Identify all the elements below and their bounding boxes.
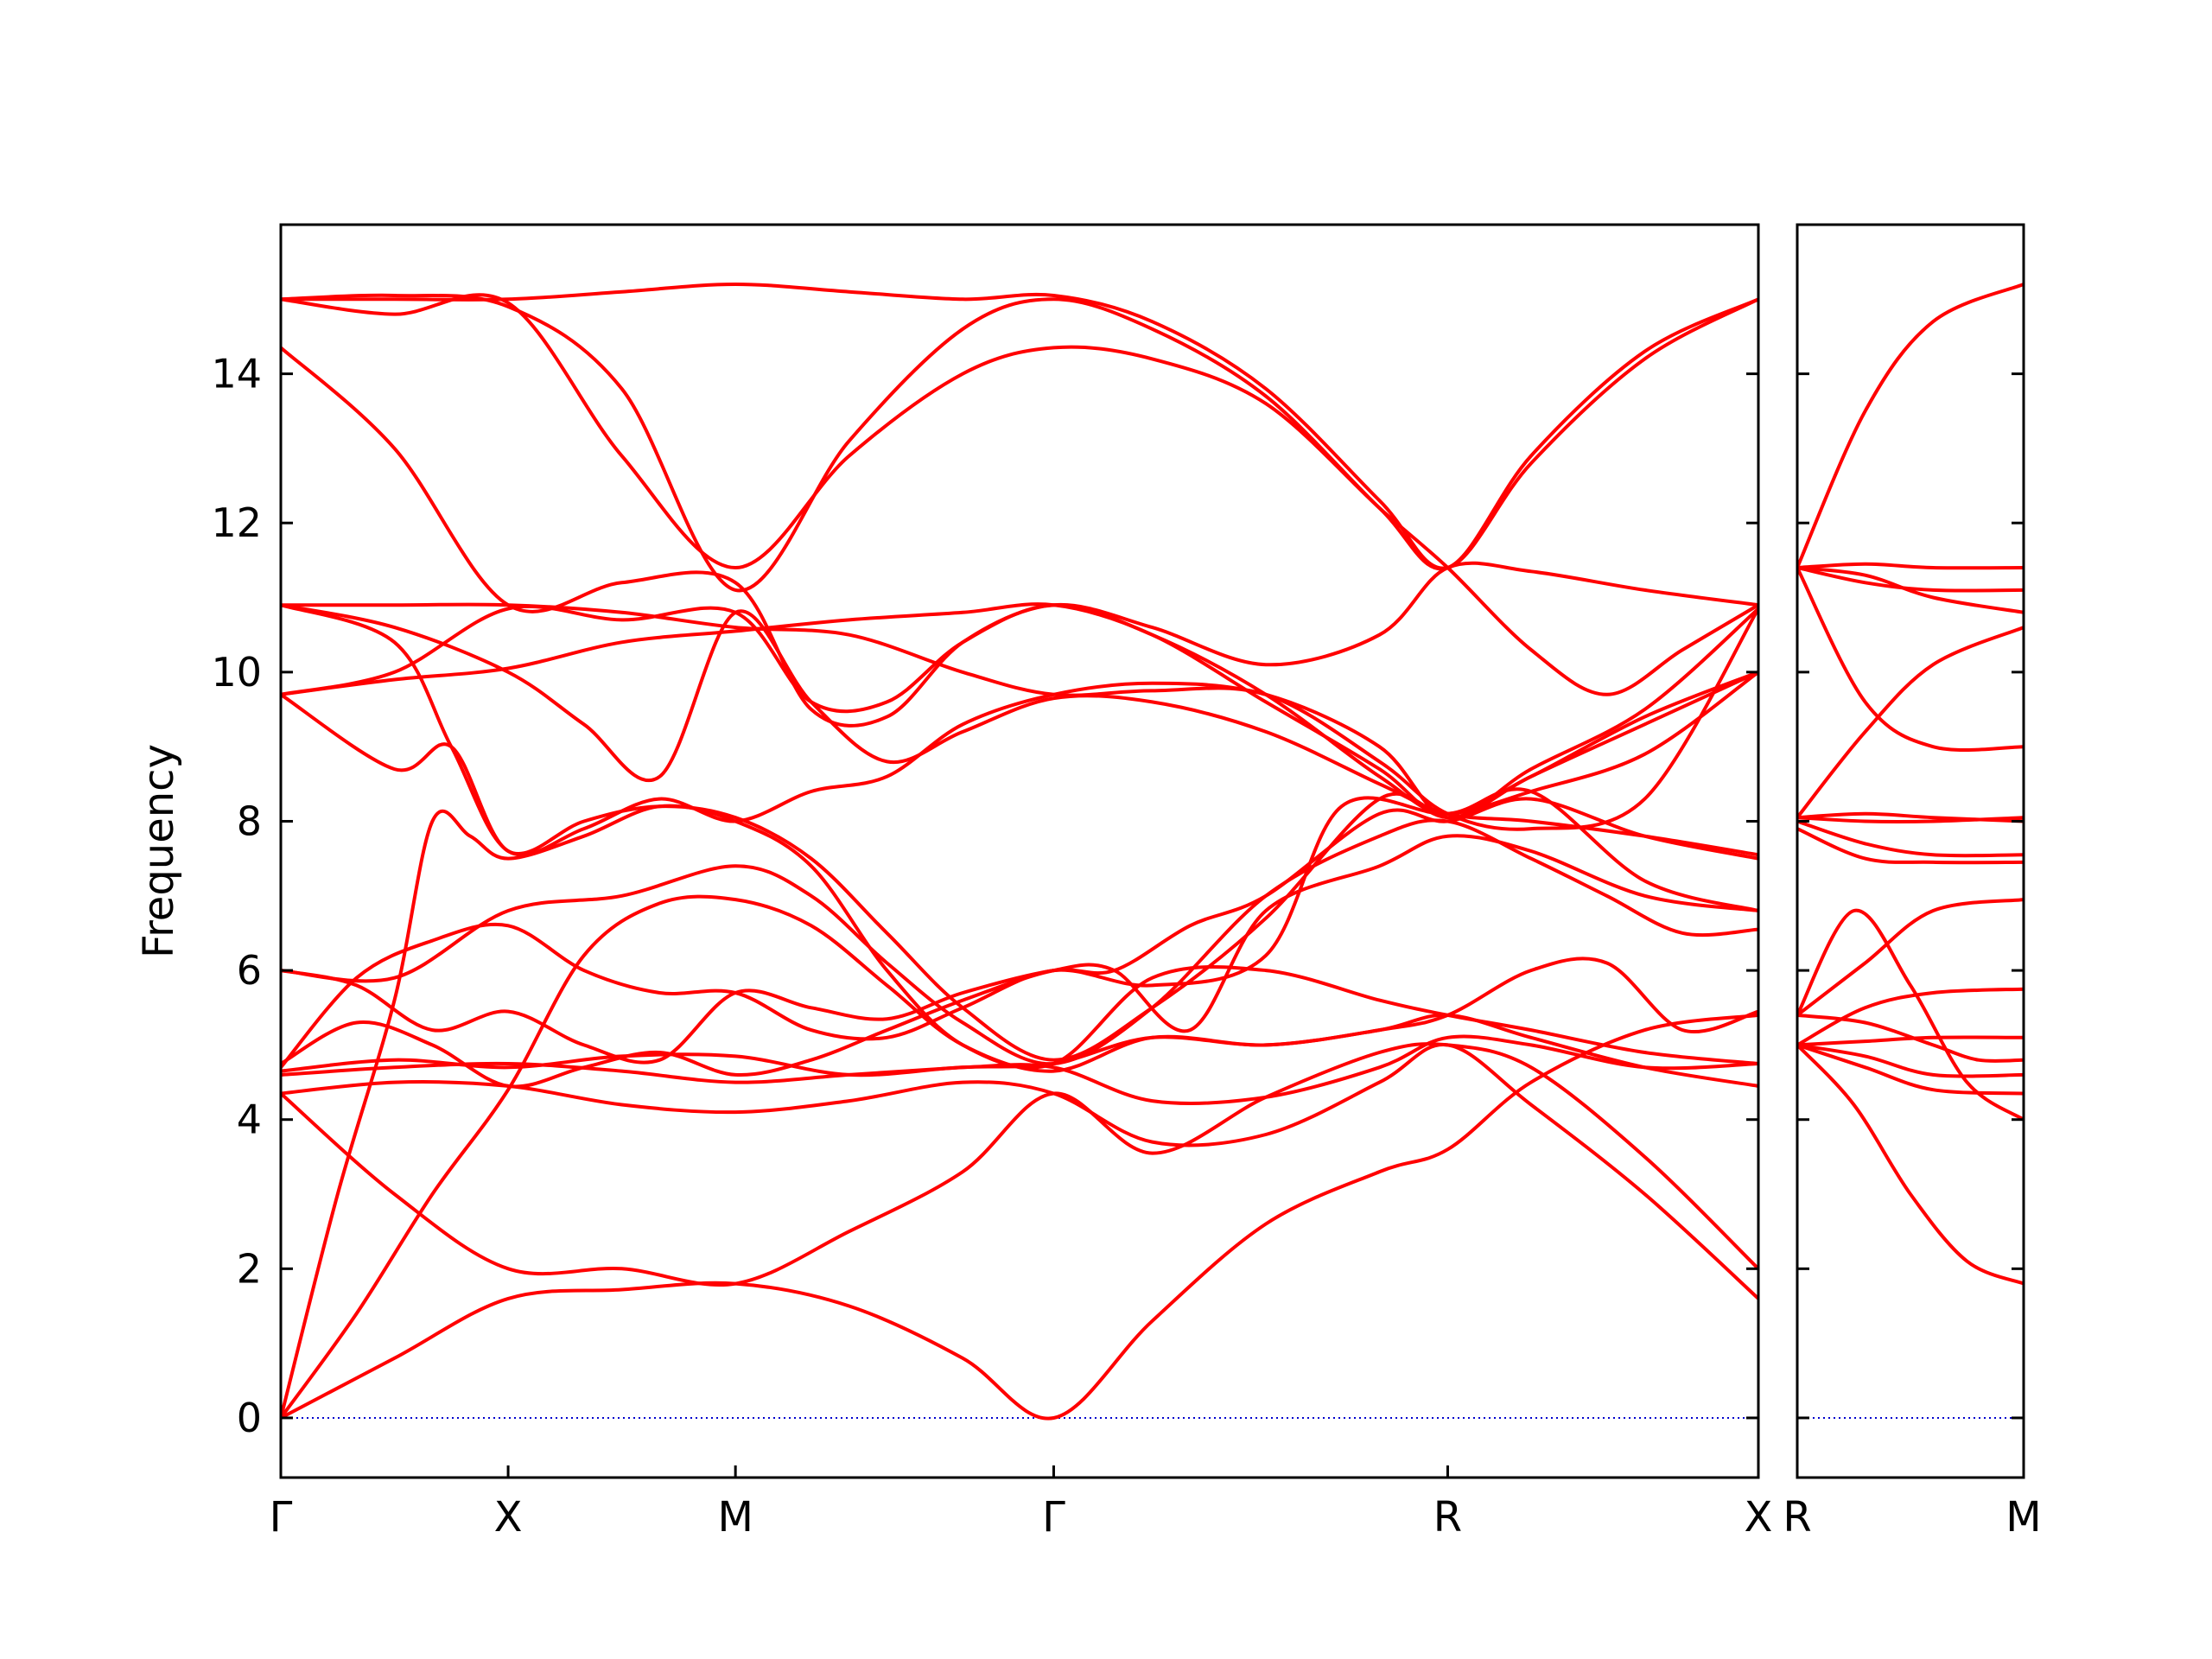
band-line (281, 603, 1758, 816)
band-line (1797, 566, 2024, 614)
band-line (281, 894, 1758, 1420)
band-line (281, 787, 1758, 1070)
y-tick-label: 0 (237, 1395, 262, 1441)
y-tick-label: 14 (211, 351, 262, 397)
band-line (281, 293, 1758, 593)
band-line (281, 603, 1758, 857)
band-line (281, 283, 1758, 570)
band-line (1797, 283, 2024, 569)
band-line (1797, 566, 2024, 752)
band-line (281, 804, 1758, 1420)
y-tick-label: 2 (237, 1245, 262, 1292)
band-line (1797, 562, 2024, 570)
band-line (1797, 1013, 2024, 1063)
x-tick-label: X (494, 1493, 523, 1541)
x-tick-label: M (2005, 1493, 2041, 1541)
x-tick-label: X (1745, 1493, 1773, 1541)
y-tick-label: 4 (237, 1096, 262, 1143)
band-line (281, 818, 1758, 1066)
band-line (281, 293, 1758, 696)
y-tick-label: 6 (237, 947, 262, 994)
y-tick-label: 12 (211, 499, 262, 546)
band-line (1797, 827, 2024, 865)
band-line (1797, 987, 2024, 1047)
band-line (1797, 626, 2024, 820)
band-line (1797, 811, 2024, 823)
band-line (1797, 1043, 2024, 1096)
band-line (281, 834, 1758, 1089)
band-line (1797, 1035, 2024, 1047)
panel-frame (279, 223, 1760, 1479)
band-line (281, 670, 1758, 1062)
band-line (1797, 1043, 2024, 1286)
band-line (281, 1042, 1758, 1287)
band-line (281, 797, 1758, 1065)
y-axis-label: Frequency (135, 744, 183, 958)
band-line (1797, 898, 2024, 1017)
band-line (1797, 908, 2024, 1122)
y-tick-label: 8 (237, 798, 262, 844)
x-tick-label: Γ (270, 1493, 293, 1541)
band-line (281, 1013, 1758, 1421)
band-line (1797, 819, 2024, 858)
y-tick-label: 10 (211, 649, 262, 696)
band-line (281, 603, 1758, 857)
band-line (281, 1043, 1758, 1300)
x-tick-label: R (1433, 1493, 1462, 1541)
panel-frame (1796, 223, 2025, 1479)
band-line (281, 602, 1758, 820)
x-tick-label: R (1783, 1493, 1811, 1541)
band-line (1797, 1043, 2024, 1078)
panel-main-path: Γ X M Γ R X 0 2 4 6 8 10 12 14 (211, 223, 1773, 1541)
x-tick-label: M (717, 1493, 753, 1541)
band-line (281, 1034, 1758, 1106)
x-tick-label: Γ (1042, 1493, 1065, 1541)
